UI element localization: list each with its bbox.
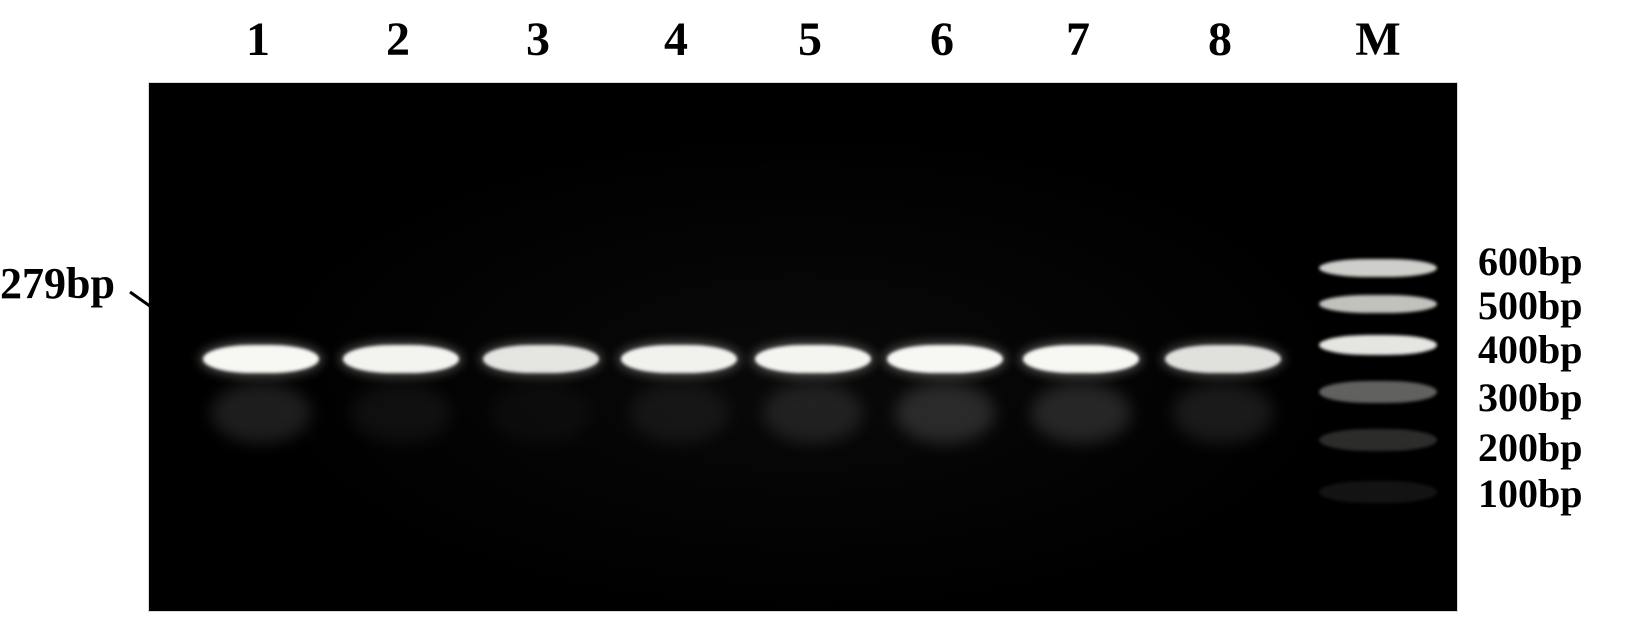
ladder-size-label: 400bp	[1478, 326, 1583, 373]
gel-figure: 12345678M 279bp 600bp500bp400bp300bp200b…	[0, 0, 1646, 643]
ladder-size-label: 500bp	[1478, 282, 1583, 329]
ladder-size-label: 300bp	[1478, 374, 1583, 421]
annotation-arrow	[0, 0, 1646, 643]
ladder-size-label: 600bp	[1478, 238, 1583, 285]
ladder-size-label: 100bp	[1478, 470, 1583, 517]
ladder-size-label: 200bp	[1478, 424, 1583, 471]
